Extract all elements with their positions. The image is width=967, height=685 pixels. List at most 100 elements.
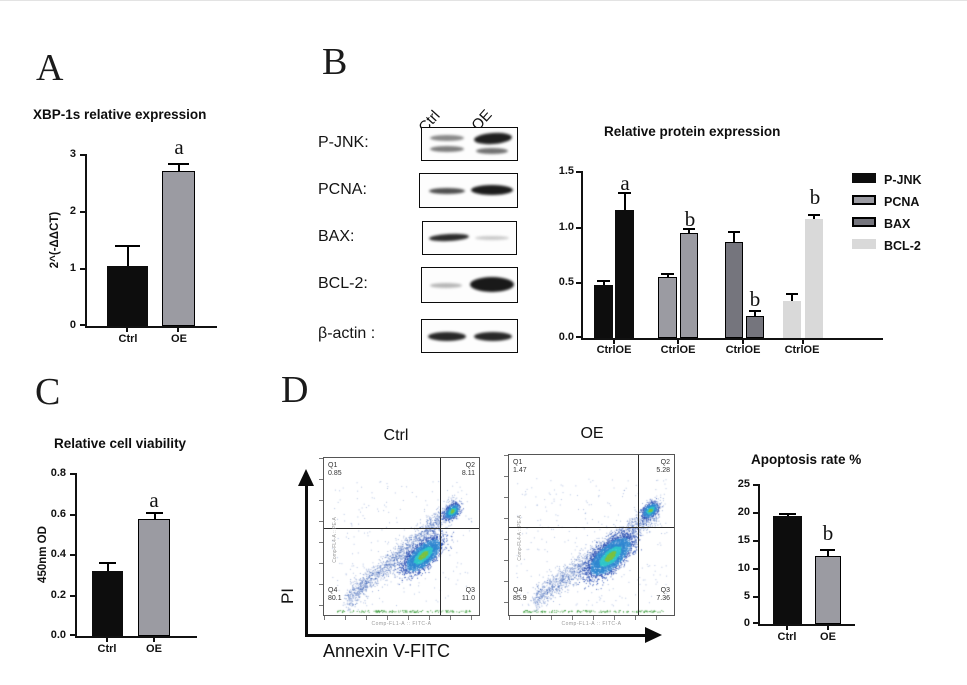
protein-bar-bax-ctrl xyxy=(725,242,743,338)
tick xyxy=(786,626,788,630)
xbp1s-x-axis xyxy=(85,326,217,328)
q3-label: Q3 xyxy=(660,586,670,594)
tick xyxy=(177,328,179,332)
apoptosis-y-axis xyxy=(758,484,760,626)
y-tick-label: 0 xyxy=(69,319,76,331)
q2-value: 5.28 xyxy=(656,467,670,475)
annexin-axis-label: Annexin V-FITC xyxy=(323,641,451,661)
quadrant-q4: Q4 80.1 xyxy=(328,587,342,603)
quadrant-q2: Q2 8.11 xyxy=(462,462,475,478)
flow-title-oe: OE xyxy=(580,425,604,442)
tick xyxy=(70,634,75,636)
q1-label: Q1 xyxy=(513,459,523,466)
blot-image-pjnk xyxy=(421,127,518,161)
flow-scatter-ctrl xyxy=(325,459,478,614)
errorbar xyxy=(749,310,761,315)
q2-value: 8.11 xyxy=(461,470,475,478)
errorbar xyxy=(779,512,796,517)
tick xyxy=(753,540,758,542)
xbp1s-cat-oe: OE xyxy=(171,333,187,345)
apoptosis-sig-oe: b xyxy=(822,521,834,545)
tick xyxy=(753,512,758,514)
tick xyxy=(70,595,75,597)
tick xyxy=(827,626,829,630)
viability-bar-ctrl xyxy=(92,570,123,636)
y-tick-label: 15 xyxy=(737,534,750,546)
blot-band xyxy=(474,332,512,341)
y-tick-label: 10 xyxy=(737,562,750,574)
errorbar xyxy=(808,213,820,219)
viability-bar-oe xyxy=(138,518,170,636)
quadrant-line-vertical xyxy=(440,458,441,615)
errorbar xyxy=(597,280,610,284)
protein-y-axis xyxy=(581,171,583,340)
flow-detector-y-label: Comp-FL4-A :: PE-A xyxy=(516,515,523,561)
tick xyxy=(742,340,744,344)
tick xyxy=(802,340,804,344)
quadrant-q3: Q3 11.0 xyxy=(462,587,475,603)
cat-oe: OE xyxy=(679,344,696,356)
protein-sig-pjnk: a xyxy=(620,171,630,195)
y-tick-label: 0.0 xyxy=(50,629,66,641)
blot-label-bcl2: BCL-2: xyxy=(318,275,368,292)
panel-b-letter: B xyxy=(322,41,348,83)
tick xyxy=(80,324,85,326)
protein-x-axis xyxy=(581,338,883,340)
y-tick-label: 0.5 xyxy=(558,276,574,288)
tick xyxy=(576,171,581,173)
protein-bar-pcna-ctrl xyxy=(658,276,677,338)
blot-band xyxy=(470,277,514,292)
protein-bar-bax-oe xyxy=(746,315,764,338)
viability-plot-area xyxy=(77,473,197,636)
xbp1s-plot-area xyxy=(87,154,217,326)
tick xyxy=(613,340,615,344)
xbp1s-sig-label-oe: a xyxy=(174,135,184,159)
errorbar xyxy=(786,292,798,302)
protein-plot-area xyxy=(583,171,883,338)
cat-ctrl: Ctrl xyxy=(784,344,804,356)
cat-oe: OE xyxy=(803,344,820,356)
xbp1s-bar-ctrl xyxy=(107,265,148,326)
blot-image-bactin xyxy=(421,319,518,353)
y-tick-label: 0.4 xyxy=(50,548,66,560)
apoptosis-cat-oe: OE xyxy=(820,631,836,643)
blot-band xyxy=(430,135,464,141)
apoptosis-bar-oe xyxy=(815,555,841,624)
protein-sig-bcl2: b xyxy=(809,185,821,209)
q4-label: Q4 xyxy=(513,586,523,594)
errorbar xyxy=(661,272,674,277)
legend-swatch-pjnk xyxy=(852,173,876,183)
blot-image-bax xyxy=(422,221,517,255)
q1-value: 0.85 xyxy=(328,470,342,478)
flow-plot-ctrl: Q1 0.85 Q2 8.11 Q4 80.1 Q3 11.0 Comp-FL1… xyxy=(319,457,480,627)
apoptosis-plot-area xyxy=(760,484,855,624)
pi-axis-label: PI xyxy=(278,587,297,605)
quadrant-q1: Q1 1.47 xyxy=(513,459,527,475)
y-tick-label: 0.6 xyxy=(50,508,66,520)
errorbar xyxy=(99,561,116,571)
blot-band xyxy=(430,146,464,152)
blot-band xyxy=(428,332,466,341)
quadrant-q1: Q1 0.85 xyxy=(328,462,342,478)
blot-label-bax: BAX: xyxy=(318,228,355,245)
q2-label: Q2 xyxy=(660,459,670,466)
viability-y-axis xyxy=(75,473,77,638)
xbp1s-bar-oe xyxy=(162,171,195,326)
tick xyxy=(753,596,758,598)
y-tick-label: 25 xyxy=(737,478,750,490)
tick xyxy=(677,340,679,344)
annexin-axis-arrowhead xyxy=(645,627,662,643)
tick xyxy=(80,154,85,156)
q3-label: Q3 xyxy=(465,586,475,594)
tick xyxy=(80,268,85,270)
protein-sig-pcna: b xyxy=(684,207,696,231)
protein-bar-pjnk-oe xyxy=(615,209,634,338)
viability-x-axis xyxy=(75,636,197,638)
viability-cat-ctrl: Ctrl xyxy=(97,643,117,655)
cat-oe: OE xyxy=(615,344,632,356)
errorbar xyxy=(618,192,631,210)
blot-band xyxy=(429,188,465,194)
viability-chart-title: Relative cell viability xyxy=(54,436,187,451)
flow-x-ticks xyxy=(324,616,479,620)
tick xyxy=(70,554,75,556)
